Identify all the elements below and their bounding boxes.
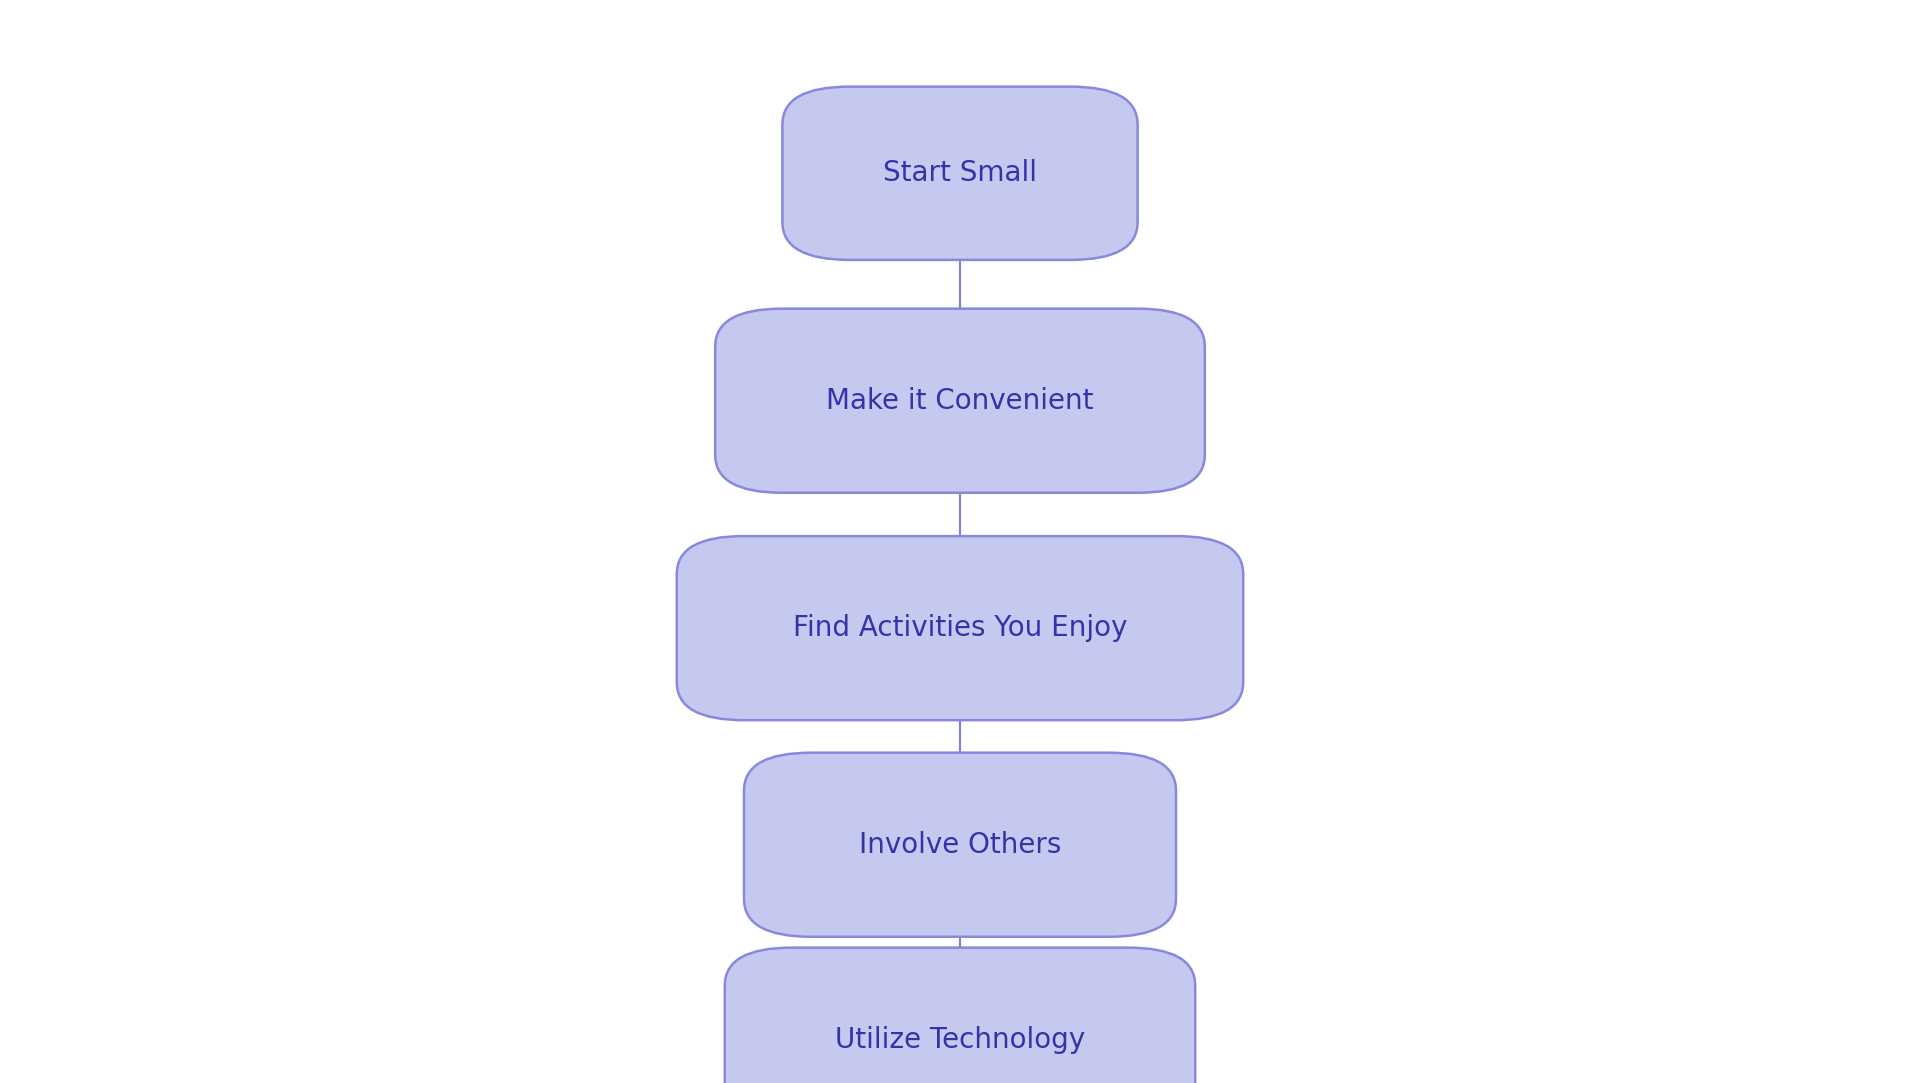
Text: Utilize Technology: Utilize Technology (835, 1026, 1085, 1054)
FancyBboxPatch shape (743, 753, 1175, 937)
Text: Make it Convenient: Make it Convenient (826, 387, 1094, 415)
FancyBboxPatch shape (678, 536, 1244, 720)
Text: Involve Others: Involve Others (858, 831, 1062, 859)
Text: Start Small: Start Small (883, 159, 1037, 187)
FancyBboxPatch shape (714, 309, 1206, 493)
FancyBboxPatch shape (783, 87, 1137, 260)
FancyBboxPatch shape (724, 948, 1194, 1083)
Text: Find Activities You Enjoy: Find Activities You Enjoy (793, 614, 1127, 642)
